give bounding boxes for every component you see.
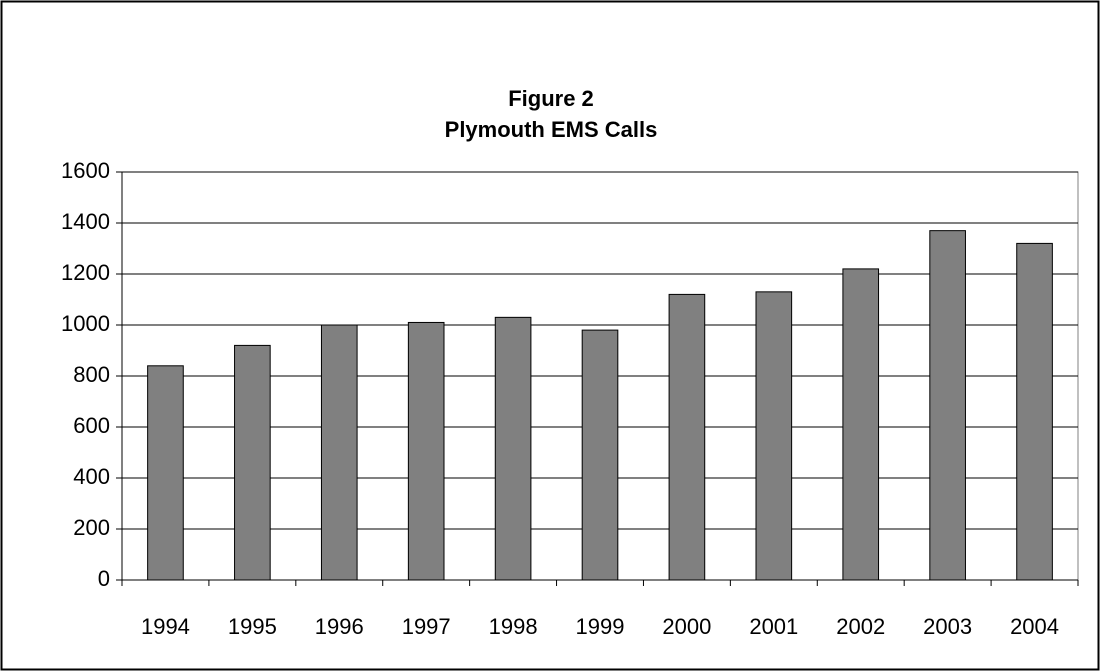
x-tick-label: 1996 [315,614,364,639]
bar [1016,242,1053,581]
x-tick-label: 2001 [749,614,798,639]
x-tick-label: 1995 [228,614,277,639]
bar [494,316,532,581]
bar [147,365,184,581]
bar [320,324,358,581]
bar [407,321,445,581]
y-tick-label: 1600 [61,158,110,183]
bar [668,293,706,581]
x-tick-label: 1998 [489,614,538,639]
chart-title: Figure 2 [508,86,594,111]
bar [842,268,880,581]
bar [234,344,271,581]
chart-subtitle: Plymouth EMS Calls [445,117,658,142]
x-tick-label: 2004 [1010,614,1059,639]
y-tick-label: 600 [73,413,110,438]
y-tick-label: 200 [73,515,110,540]
x-tick-label: 2003 [923,614,972,639]
x-tick-label: 1994 [141,614,190,639]
y-tick-label: 1400 [61,209,110,234]
bar [755,291,793,581]
y-tick-label: 1000 [61,311,110,336]
x-tick-label: 2002 [836,614,885,639]
bar [929,230,966,581]
y-tick-label: 0 [98,566,110,591]
bar [581,329,619,581]
y-tick-label: 400 [73,464,110,489]
x-tick-label: 1997 [402,614,451,639]
y-tick-label: 800 [73,362,110,387]
x-tick-label: 2000 [662,614,711,639]
y-tick-label: 1200 [61,260,110,285]
x-tick-label: 1999 [576,614,625,639]
